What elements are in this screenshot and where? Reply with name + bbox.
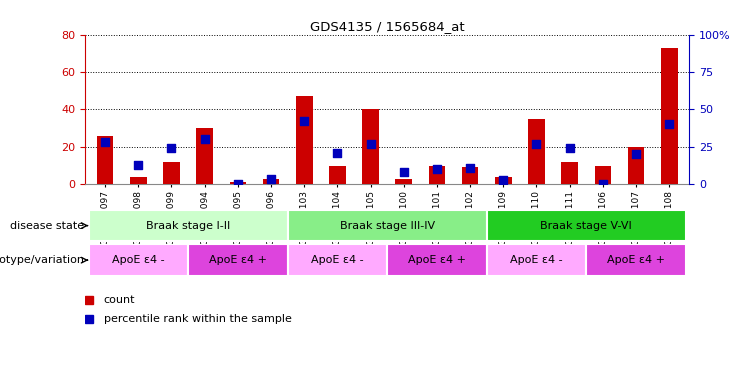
Bar — [396, 179, 412, 184]
Bar — [163, 162, 180, 184]
Bar — [88, 245, 188, 276]
Bar — [263, 179, 279, 184]
Point — [331, 150, 343, 156]
Point — [597, 181, 609, 187]
Point — [497, 177, 509, 183]
Bar — [628, 147, 645, 184]
Text: percentile rank within the sample: percentile rank within the sample — [104, 314, 292, 324]
Bar — [594, 166, 611, 184]
Point — [564, 145, 576, 151]
Bar — [487, 210, 686, 241]
Point — [232, 181, 244, 187]
Text: ApoE ε4 -: ApoE ε4 - — [311, 255, 364, 265]
Point — [365, 141, 376, 147]
Bar — [288, 245, 387, 276]
Point — [431, 166, 443, 172]
Bar — [230, 182, 246, 184]
Text: count: count — [104, 295, 136, 305]
Text: ApoE ε4 +: ApoE ε4 + — [607, 255, 665, 265]
Point — [663, 121, 675, 127]
Bar — [196, 128, 213, 184]
Bar — [362, 109, 379, 184]
Bar — [97, 136, 113, 184]
Text: genotype/variation: genotype/variation — [0, 255, 84, 265]
Point — [133, 162, 144, 168]
Bar — [586, 245, 686, 276]
Text: Braak stage III-IV: Braak stage III-IV — [339, 220, 435, 231]
Point — [265, 176, 277, 182]
Text: ApoE ε4 -: ApoE ε4 - — [511, 255, 563, 265]
Point — [464, 165, 476, 171]
Text: disease state: disease state — [10, 220, 84, 231]
Text: Braak stage I-II: Braak stage I-II — [146, 220, 230, 231]
Bar — [130, 177, 147, 184]
Bar — [428, 166, 445, 184]
Bar — [487, 245, 586, 276]
Bar — [528, 119, 545, 184]
Point — [299, 118, 310, 124]
Point — [531, 141, 542, 147]
Point — [398, 169, 410, 175]
Bar — [329, 166, 346, 184]
Bar — [387, 245, 487, 276]
Bar — [661, 48, 677, 184]
Point — [165, 145, 177, 151]
Title: GDS4135 / 1565684_at: GDS4135 / 1565684_at — [310, 20, 465, 33]
Bar — [88, 210, 288, 241]
Text: ApoE ε4 +: ApoE ε4 + — [209, 255, 267, 265]
Point — [630, 151, 642, 157]
Bar — [188, 245, 288, 276]
Bar — [562, 162, 578, 184]
Text: Braak stage V-VI: Braak stage V-VI — [540, 220, 632, 231]
Point — [99, 139, 111, 146]
Point — [199, 136, 210, 142]
Text: ApoE ε4 -: ApoE ε4 - — [112, 255, 165, 265]
Text: ApoE ε4 +: ApoE ε4 + — [408, 255, 466, 265]
Bar — [288, 210, 487, 241]
Bar — [495, 177, 511, 184]
Bar — [462, 167, 479, 184]
Bar — [296, 96, 313, 184]
